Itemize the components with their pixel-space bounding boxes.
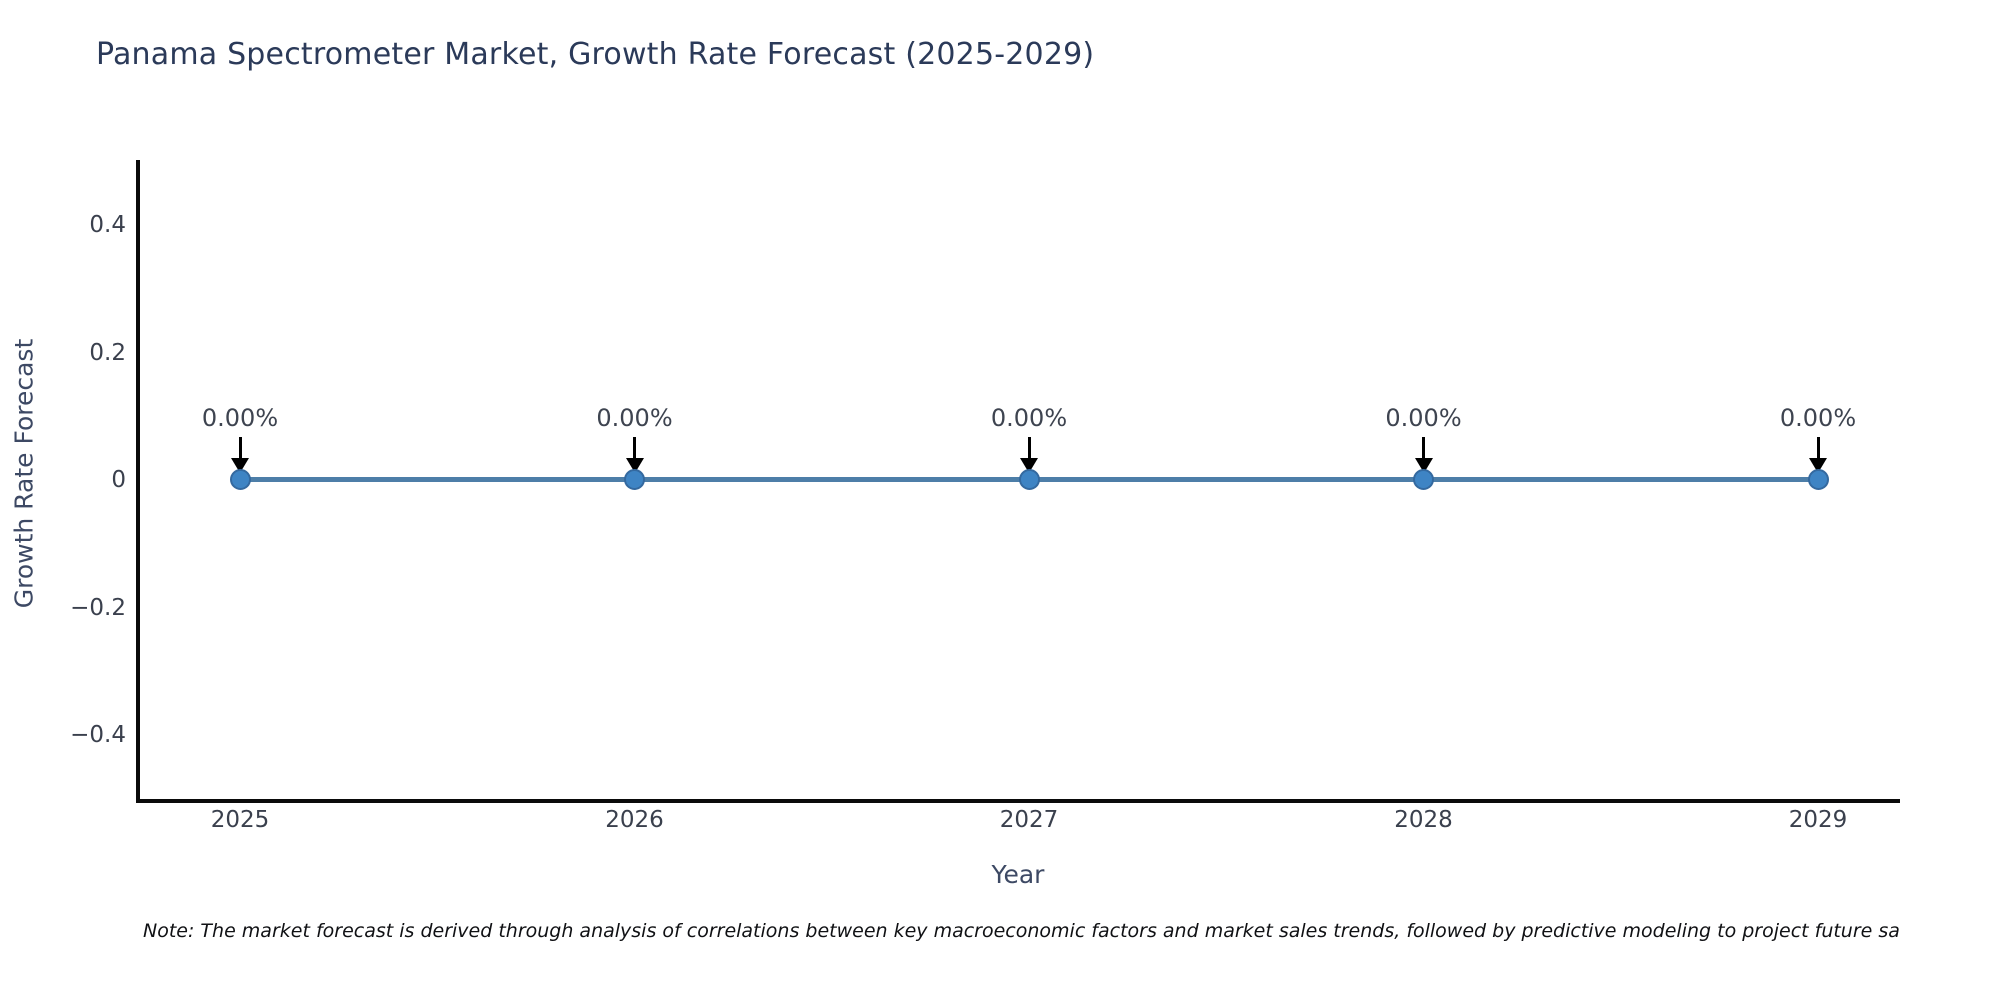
point-annotation-label: 0.00%: [1385, 404, 1462, 432]
chart-title: Panama Spectrometer Market, Growth Rate …: [96, 37, 1095, 72]
point-annotation-label: 0.00%: [201, 404, 279, 432]
point-annotation-label: 0.00%: [990, 404, 1068, 432]
y-tick-label: 0.2: [89, 339, 126, 366]
annotation-arrow-shaft: [1422, 437, 1425, 460]
annotation-arrow-shaft: [1027, 437, 1031, 460]
chart-note: Note: The market forecast is derived thr…: [143, 920, 1900, 942]
y-axis-line: [136, 160, 140, 803]
annotation-arrow-shaft: [238, 437, 242, 460]
x-axis-title: Year: [991, 860, 1045, 889]
annotation-arrow-shaft: [633, 437, 636, 460]
x-tick-label: 2027: [999, 807, 1059, 833]
x-tick-label: 2025: [210, 807, 270, 833]
point-annotation-label: 0.00%: [596, 404, 673, 432]
y-axis-title: Growth Rate Forecast: [9, 338, 39, 609]
data-point-marker: [1413, 468, 1434, 490]
point-annotation-label: 0.00%: [1779, 404, 1857, 432]
y-tick-label: −0.2: [70, 594, 126, 621]
data-point-marker: [624, 468, 645, 490]
y-tick-label: −0.4: [70, 722, 126, 748]
y-tick-label: 0: [111, 467, 126, 493]
x-tick-label: 2026: [605, 807, 664, 833]
data-point-marker: [1018, 468, 1040, 490]
annotation-arrow-shaft: [1816, 437, 1820, 460]
x-tick-label: 2029: [1788, 807, 1848, 833]
x-axis-line: [136, 799, 1900, 803]
y-tick-label: 0.4: [89, 212, 126, 238]
data-point-marker: [1807, 468, 1829, 490]
x-tick-label: 2028: [1394, 807, 1453, 833]
data-point-marker: [229, 468, 251, 490]
